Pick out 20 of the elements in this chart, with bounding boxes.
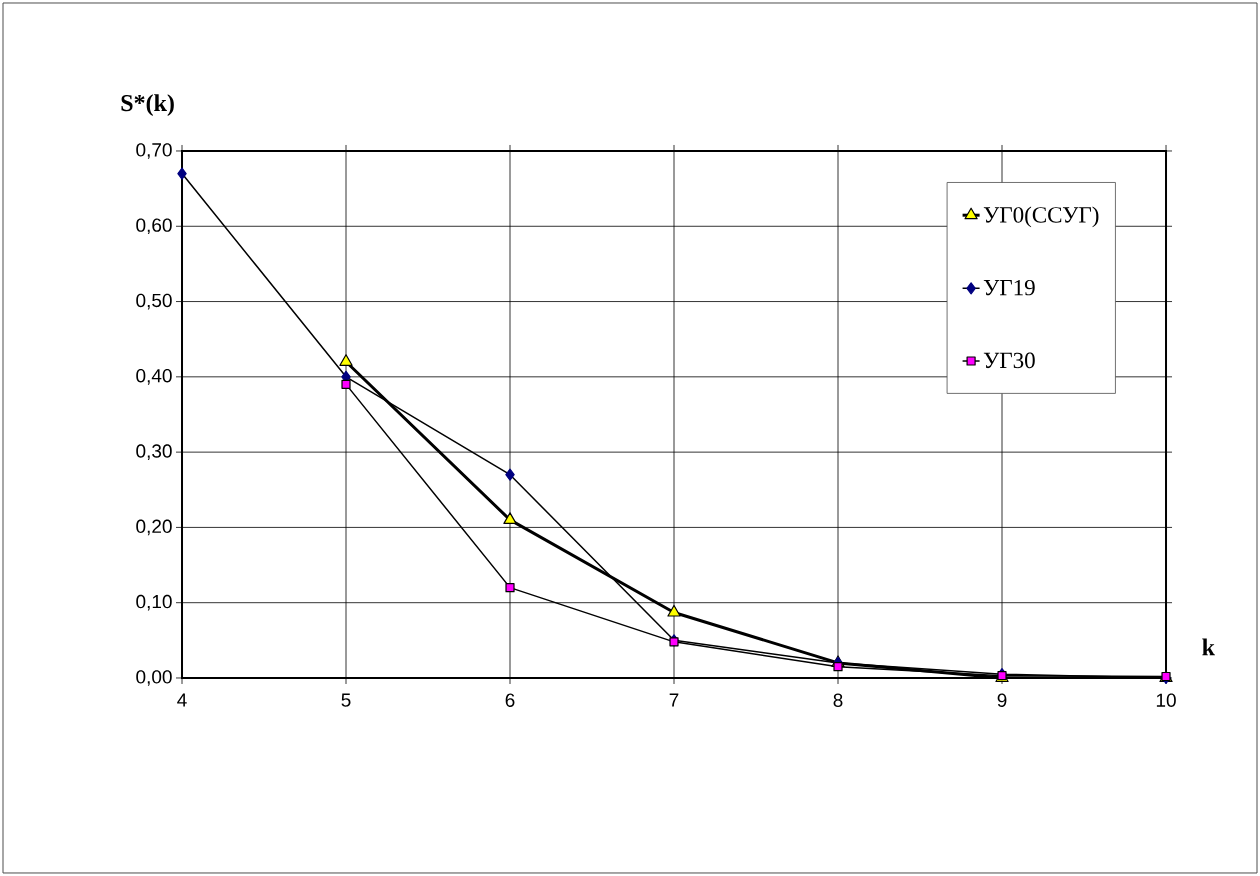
- y-tick-label: 0,00: [136, 670, 172, 686]
- y-tick-label: 0,40: [136, 368, 172, 385]
- legend-label: УГ30: [983, 352, 1035, 369]
- x-tick-label: 7: [669, 693, 679, 707]
- y-tick-label: 0,10: [136, 594, 172, 611]
- x-axis-title: k: [1202, 638, 1215, 656]
- legend-label: УГ0(ССУГ): [983, 206, 1099, 228]
- x-tick-label: 8: [833, 693, 843, 707]
- y-tick-label: 0,70: [136, 143, 172, 159]
- y-tick-label: 0,50: [136, 293, 172, 310]
- x-tick-label: 4: [177, 693, 187, 707]
- x-tick-label: 9: [997, 693, 1007, 707]
- x-tick-label: 10: [1156, 693, 1176, 707]
- y-tick-label: 0,60: [136, 218, 172, 235]
- x-tick-label: 5: [341, 693, 351, 707]
- y-axis-title: S*(k): [121, 94, 174, 117]
- x-tick-label: 6: [505, 693, 515, 707]
- y-tick-label: 0,20: [136, 519, 172, 536]
- y-tick-label: 0,30: [136, 444, 172, 460]
- legend-label: УГ19: [983, 279, 1035, 296]
